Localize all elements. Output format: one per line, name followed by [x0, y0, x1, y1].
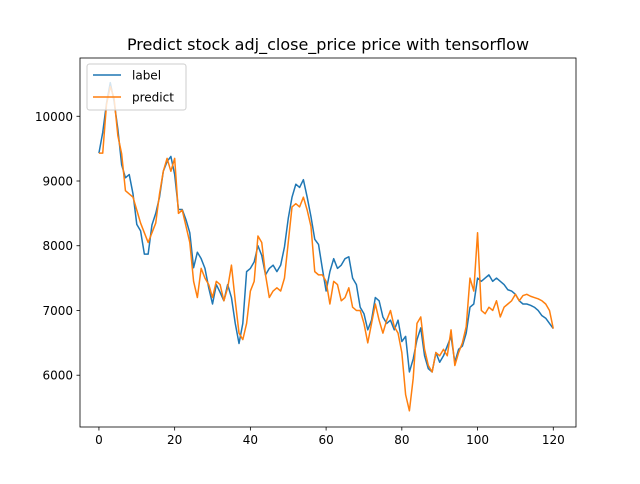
x-tick-label: 20 — [167, 433, 182, 447]
x-tick-label: 0 — [95, 433, 103, 447]
legend: label predict — [86, 63, 187, 111]
y-tick-label: 10000 — [35, 110, 73, 124]
x-tick-label: 80 — [394, 433, 409, 447]
chart-title: Predict stock adj_close_price price with… — [127, 35, 529, 55]
axes: 0 20 40 60 80 100 120 6000 7000 8000 9000 10000 — [35, 57, 577, 447]
legend-label-predict: predict — [132, 91, 174, 105]
x-tick-label: 100 — [466, 433, 489, 447]
legend-label-label: label — [132, 69, 161, 83]
y-tick-label: 8000 — [42, 239, 73, 253]
plot-area — [98, 81, 555, 412]
y-tick-label: 7000 — [42, 304, 73, 318]
y-tick-label: 9000 — [42, 175, 73, 189]
y-tick-label: 6000 — [42, 369, 73, 383]
x-tick-label: 40 — [243, 433, 258, 447]
series-line-label — [98, 81, 554, 373]
x-tick-label: 60 — [318, 433, 333, 447]
series-line-predict — [98, 85, 555, 412]
axes-frame — [79, 57, 577, 428]
x-tick-label: 120 — [542, 433, 565, 447]
